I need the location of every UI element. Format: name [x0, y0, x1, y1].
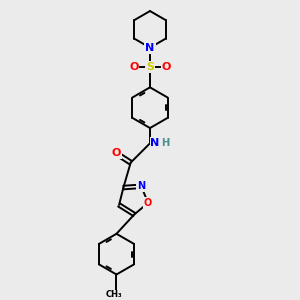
- Text: O: O: [129, 62, 138, 72]
- Text: N: N: [137, 181, 146, 191]
- Text: S: S: [146, 62, 154, 72]
- Text: N: N: [137, 181, 146, 191]
- Text: CH₃: CH₃: [106, 290, 122, 299]
- Text: H: H: [161, 138, 169, 148]
- Text: O: O: [112, 148, 121, 158]
- Text: N: N: [151, 138, 160, 148]
- Text: O: O: [112, 148, 121, 158]
- Text: O: O: [162, 62, 171, 72]
- Text: O: O: [162, 62, 171, 72]
- Text: O: O: [129, 62, 138, 72]
- Text: N: N: [146, 43, 154, 53]
- Text: S: S: [146, 62, 154, 72]
- Text: O: O: [144, 198, 152, 208]
- Text: N: N: [151, 138, 160, 148]
- Text: O: O: [144, 198, 152, 208]
- Text: H: H: [161, 138, 169, 148]
- Text: N: N: [146, 43, 154, 53]
